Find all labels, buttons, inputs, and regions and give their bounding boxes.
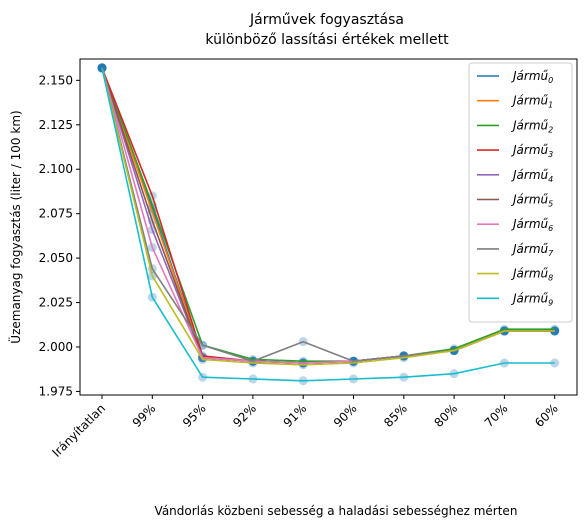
data-point <box>97 63 107 73</box>
legend-label: Jármű2 <box>511 118 553 134</box>
y-axis-label: Üzemanyag fogyasztás (liter / 100 km) <box>7 110 23 343</box>
y-tick-label: 2.125 <box>39 118 73 132</box>
legend-label-name: Jármű <box>511 69 549 83</box>
x-tick-label: 92% <box>230 401 259 430</box>
y-tick-label: 2.000 <box>39 340 73 354</box>
legend-label-name: Jármű <box>511 267 549 281</box>
legend-label-subscript: 4 <box>548 175 553 184</box>
data-point <box>97 63 107 73</box>
legend-label: Jármű9 <box>511 291 553 307</box>
legend-label-subscript: 6 <box>548 224 553 233</box>
x-tick-label: 70% <box>482 401 511 430</box>
series-line-9 <box>101 67 555 382</box>
y-tick-label: 2.100 <box>39 162 73 176</box>
legend-label: Jármű0 <box>511 69 553 85</box>
legend-label: Jármű6 <box>511 217 553 233</box>
x-tick-label: 90% <box>331 401 360 430</box>
legend-label-subscript: 5 <box>548 200 553 209</box>
legend-label-name: Jármű <box>511 118 549 132</box>
data-point <box>97 63 107 73</box>
x-tick-label: 80% <box>431 401 460 430</box>
legend: Jármű0Jármű1Jármű2Jármű3Jármű4Jármű5Járm… <box>468 62 573 323</box>
x-tick-label: 91% <box>281 401 310 430</box>
legend-label-subscript: 9 <box>548 298 553 307</box>
legend-label-subscript: 8 <box>548 274 553 283</box>
legend-label-subscript: 7 <box>548 249 554 258</box>
chart-title: Járművek fogyasztása különböző lassítási… <box>205 12 449 48</box>
data-point <box>97 63 107 73</box>
x-axis-ticks: Irányítatlan 99% 95% 92% 91% 90% 85% 80% 70% 60% <box>49 395 561 460</box>
y-tick-label: 2.150 <box>39 73 73 87</box>
legend-label: Jármű5 <box>511 193 553 209</box>
y-tick-label: 1.975 <box>39 384 73 398</box>
series-line-8 <box>101 67 555 366</box>
series-lines <box>101 67 555 382</box>
x-axis-label: Vándorlás közbeni sebesség a haladási se… <box>155 504 518 518</box>
data-point <box>97 63 107 73</box>
legend-label-name: Jármű <box>511 242 549 256</box>
legend-label: Jármű4 <box>511 168 553 184</box>
legend-label-name: Jármű <box>511 291 549 305</box>
legend-label-name: Jármű <box>511 168 549 182</box>
y-tick-label: 2.075 <box>39 207 73 221</box>
plot-area-frame <box>79 58 578 396</box>
x-tick-label: 99% <box>130 401 159 430</box>
x-tick-label: 95% <box>180 401 209 430</box>
data-point <box>97 63 107 73</box>
chart-title-line-1: Járművek fogyasztása <box>249 12 404 28</box>
legend-label: Jármű1 <box>511 94 553 110</box>
legend-label-name: Jármű <box>511 94 549 108</box>
y-tick-label: 2.050 <box>39 251 73 265</box>
chart-title-line-2: különböző lassítási értékek mellett <box>205 32 449 48</box>
legend-label-subscript: 2 <box>548 125 553 134</box>
data-point <box>97 63 107 73</box>
legend-label-name: Jármű <box>511 143 549 157</box>
legend-label-name: Jármű <box>511 193 549 207</box>
x-tick-label: 85% <box>381 401 410 430</box>
legend-label-subscript: 3 <box>548 150 553 159</box>
x-tick-label: Irányítatlan <box>49 401 108 460</box>
data-point <box>97 63 107 73</box>
data-point <box>97 63 107 73</box>
data-point <box>97 63 107 73</box>
legend-label-subscript: 0 <box>548 76 553 85</box>
legend-label-subscript: 1 <box>548 101 553 110</box>
legend-label-name: Jármű <box>511 217 549 231</box>
y-tick-label: 2.025 <box>39 296 73 310</box>
legend-label: Jármű3 <box>511 143 553 159</box>
legend-label: Jármű8 <box>511 267 553 283</box>
y-axis-ticks: 2.150 2.125 2.100 2.075 2.050 2.025 2.000 1.975 <box>39 73 80 398</box>
legend-frame <box>468 62 573 323</box>
legend-label: Jármű7 <box>511 242 554 258</box>
x-tick-label: 60% <box>532 401 561 430</box>
